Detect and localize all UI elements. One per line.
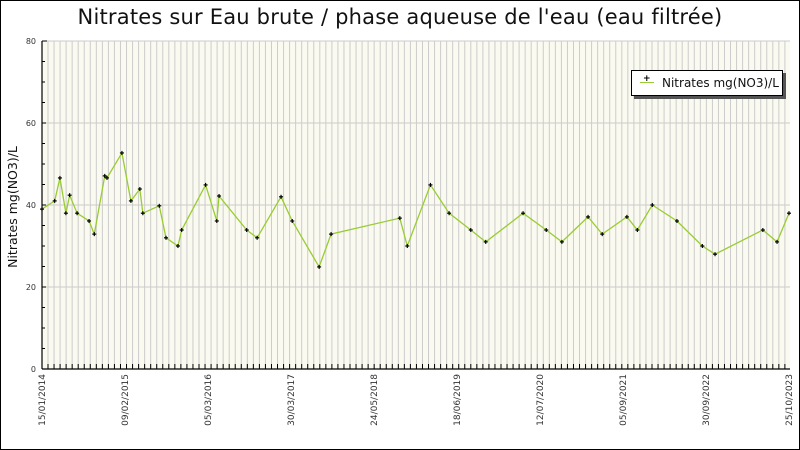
y-tick-label: 20 — [26, 283, 36, 292]
x-tick-label: 25/10/2023 — [785, 374, 795, 426]
chart-title: Nitrates sur Eau brute / phase aqueuse d… — [77, 5, 723, 29]
x-tick-label: 09/02/2015 — [121, 374, 131, 426]
data-point-markers — [40, 150, 791, 269]
y-tick-label: 60 — [26, 119, 36, 128]
legend-label: Nitrates mg(NO3)/L — [662, 76, 779, 90]
legend-swatch-icon — [640, 74, 654, 88]
x-tick-label: 05/09/2021 — [619, 374, 629, 426]
x-tick-label: 05/03/2016 — [204, 374, 214, 426]
x-axis-ticks: 15/01/2014 09/02/2015 05/03/2016 30/03/2017… — [38, 364, 795, 426]
x-tick-label: 15/01/2014 — [38, 374, 48, 426]
y-tick-label: 80 — [26, 37, 36, 46]
x-tick-label: 12/07/2020 — [536, 374, 546, 426]
x-tick-label: 24/05/2018 — [370, 374, 380, 426]
x-tick-label: 30/03/2017 — [287, 374, 297, 426]
legend: Nitrates mg(NO3)/L — [631, 70, 783, 96]
y-tick-label: 40 — [26, 201, 36, 210]
x-tick-label: 30/09/2022 — [702, 374, 712, 426]
y-tick-label: 0 — [31, 365, 36, 374]
y-axis-label: Nitrates mg(NO3)/L — [5, 146, 20, 268]
y-axis-ticks: 0 20 40 60 80 — [26, 37, 46, 374]
x-tick-label: 18/06/2019 — [453, 374, 463, 426]
